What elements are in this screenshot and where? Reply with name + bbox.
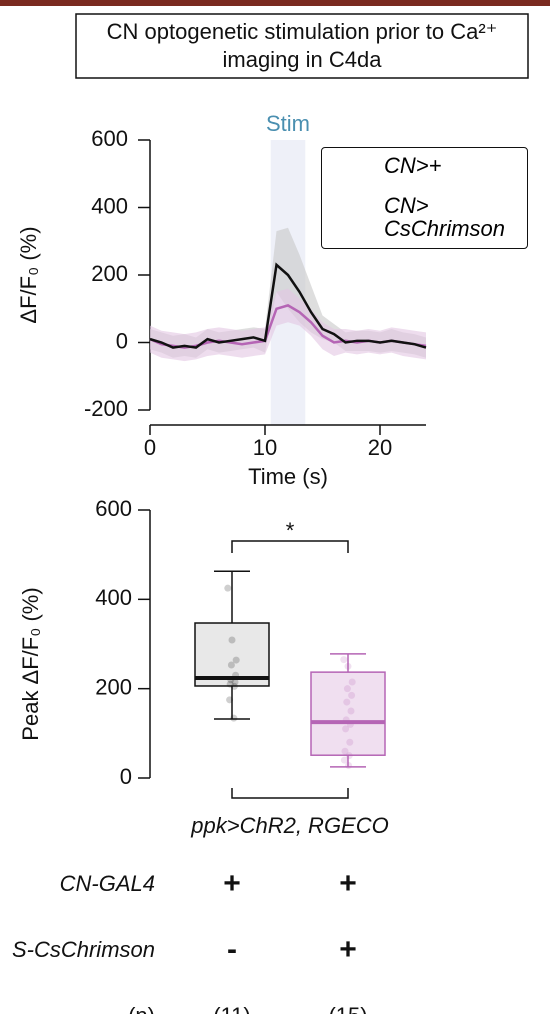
group-label: ppk>ChR2, RGECO (190, 813, 388, 838)
row-label: (n) (128, 1003, 155, 1014)
cell: (15) (328, 1003, 367, 1014)
cell: + (339, 933, 357, 966)
data-point (226, 696, 234, 704)
data-point (227, 661, 235, 669)
data-point (345, 752, 353, 760)
significance-bracket (231, 540, 349, 553)
data-point (228, 636, 236, 644)
annotation: Stim (266, 111, 310, 136)
y-tick-label: 400 (95, 585, 132, 610)
data-point (342, 725, 350, 733)
data-point (340, 656, 348, 664)
group-bracket (231, 788, 349, 799)
cell: (11) (213, 1003, 251, 1014)
box (194, 622, 270, 687)
data-point (343, 698, 351, 706)
data-point (344, 662, 352, 670)
cell: - (227, 933, 237, 966)
box (310, 671, 386, 756)
title: CN optogenetic stimulation prior to Ca²⁺… (106, 19, 498, 72)
x-tick-label: 10 (253, 435, 277, 460)
cell: + (339, 867, 357, 900)
data-point (346, 738, 354, 746)
title-box (75, 13, 529, 79)
data-point (343, 685, 351, 693)
x-axis-label: Time (s) (248, 464, 328, 489)
series-line (149, 262, 427, 349)
y-tick-label: 200 (91, 261, 128, 286)
y-tick-label: 600 (95, 496, 132, 521)
title-wrap: CN optogenetic stimulation prior to Ca²⁺… (106, 19, 498, 72)
cell: + (223, 867, 241, 900)
data-point (341, 747, 349, 755)
row-label: CN-GAL4 (60, 871, 155, 896)
data-point (345, 761, 353, 769)
y-tick-label: 0 (116, 328, 128, 353)
legend: CN>+ CN> CsChrimson (321, 147, 528, 249)
y-tick-label: 600 (91, 126, 128, 151)
y-axis-label: ΔF/F₀ (%) (16, 226, 41, 323)
data-point (231, 678, 239, 686)
data-point (230, 682, 238, 690)
data-point (224, 584, 232, 592)
significance: * (286, 518, 295, 543)
legend-label: CN> CsChrimson (384, 193, 506, 241)
y-tick-label: 200 (95, 674, 132, 699)
data-point (347, 707, 355, 715)
top-border (0, 0, 550, 6)
row-label: S-CsChrimson (12, 937, 155, 962)
y-tick-label: 400 (91, 193, 128, 218)
data-point (340, 756, 348, 764)
x-tick-label: 0 (144, 435, 156, 460)
data-point (226, 680, 234, 688)
data-point (348, 678, 356, 686)
x-tick-label: 20 (368, 435, 392, 460)
data-point (232, 656, 240, 664)
y-tick-label: 0 (120, 764, 132, 789)
y-axis-label: Peak ΔF/F₀ (%) (18, 587, 43, 740)
y-tick-label: -200 (84, 396, 128, 421)
data-point (230, 714, 238, 722)
legend-label: CN>+ (384, 153, 442, 178)
data-point (348, 691, 356, 699)
